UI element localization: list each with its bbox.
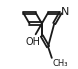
Text: CH₃: CH₃ xyxy=(52,59,68,68)
Text: N: N xyxy=(61,7,70,17)
Text: OH: OH xyxy=(25,37,40,47)
